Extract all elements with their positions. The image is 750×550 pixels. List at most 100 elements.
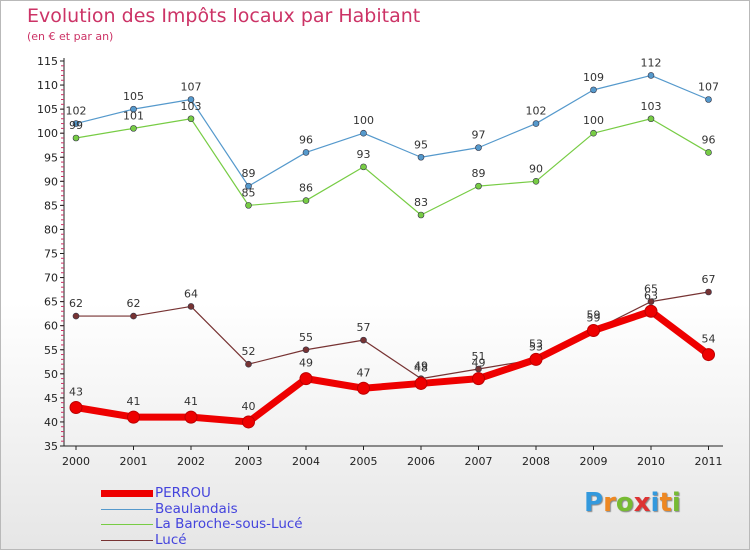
logo-letter: x	[633, 488, 651, 518]
data-label: 93	[357, 148, 371, 161]
data-point	[590, 129, 597, 137]
data-label: 89	[242, 167, 256, 180]
y-axis-ticks: 35 40 45 50 55 60 65 70 75 80 85 90 95 100 105 110 115	[37, 55, 64, 453]
series-line	[75, 118, 710, 216]
data-label: 41	[184, 395, 198, 408]
data-label: 102	[66, 105, 87, 118]
y-tick-label: 65	[44, 296, 58, 309]
y-tick-label: 40	[44, 416, 58, 429]
data-label: 96	[702, 133, 716, 146]
y-tick-label: 115	[37, 55, 58, 68]
data-label: 85	[242, 186, 256, 199]
data-point	[475, 144, 482, 151]
data-point	[72, 312, 80, 320]
data-label: 53	[529, 340, 543, 353]
data-point	[532, 178, 540, 185]
data-point	[187, 115, 195, 123]
data-label: 95	[414, 138, 428, 151]
data-label: 62	[69, 297, 83, 310]
data-label: 89	[472, 167, 486, 180]
y-tick-label: 105	[37, 103, 58, 116]
data-point	[245, 182, 252, 190]
data-label: 57	[357, 321, 371, 334]
data-point	[299, 372, 313, 386]
data-label: 41	[127, 395, 141, 408]
x-tick-label: 2008	[522, 455, 550, 468]
legend-swatch	[101, 508, 153, 510]
data-label: 100	[353, 114, 374, 127]
data-label: 103	[641, 100, 662, 113]
data-point	[130, 312, 137, 320]
data-label: 99	[69, 119, 83, 132]
x-tick-label: 2005	[350, 455, 378, 468]
data-label: 53	[529, 337, 543, 350]
series-la-baroche-sous-luc-	[72, 115, 712, 219]
data-point	[475, 182, 482, 190]
y-tick-label: 100	[37, 127, 58, 140]
chart-title: Evolution des Impôts locaux par Habitant	[27, 5, 421, 27]
data-label: 67	[702, 273, 716, 286]
data-label: 101	[123, 109, 144, 122]
y-tick-label: 90	[44, 175, 58, 188]
proxiti-logo: Proxiti	[584, 488, 681, 518]
data-point	[69, 401, 83, 414]
logo-letter: r	[603, 488, 616, 518]
y-tick-label: 80	[44, 223, 58, 236]
x-axis-ticks: 2000 2001 2002 2003 2004 2005 2006 2007 2008 2009…	[62, 446, 723, 468]
data-point	[357, 381, 370, 395]
data-label: 51	[472, 350, 486, 363]
data-label: 109	[583, 71, 604, 84]
data-label: 103	[181, 100, 202, 113]
chart-axes	[61, 58, 723, 447]
data-point	[475, 365, 482, 373]
legend-label: Lucé	[155, 531, 187, 548]
series-perrou	[69, 304, 715, 429]
data-point	[702, 348, 715, 362]
logo-letter: i	[671, 488, 681, 518]
legend-label: La Baroche-sous-Lucé	[155, 516, 303, 532]
data-point	[302, 149, 310, 156]
x-tick-label: 2010	[637, 455, 665, 468]
data-point	[360, 163, 367, 171]
data-point	[705, 149, 712, 156]
series-line	[75, 291, 710, 380]
y-tick-label: 35	[44, 440, 58, 453]
y-tick-label: 75	[44, 248, 58, 261]
data-point	[705, 96, 712, 103]
data-point	[242, 415, 255, 429]
series-luc-	[72, 288, 712, 382]
series-beaulandais	[72, 72, 712, 190]
data-label: 40	[242, 400, 256, 413]
data-label: 107	[181, 81, 202, 94]
data-point	[130, 125, 137, 132]
data-point	[187, 303, 195, 310]
data-point	[644, 304, 658, 318]
data-point	[302, 346, 310, 354]
data-label: 48	[414, 361, 428, 374]
chart-series	[69, 72, 715, 429]
data-label: 107	[698, 81, 719, 94]
x-tick-label: 2007	[465, 455, 493, 468]
legend-label: PERROU	[155, 485, 211, 501]
y-tick-label: 50	[44, 368, 58, 381]
data-label: 102	[526, 105, 547, 118]
data-label: 49	[299, 357, 313, 370]
data-point	[647, 298, 655, 305]
chart-subtitle: (en € et par an)	[27, 30, 114, 43]
data-label: 47	[357, 366, 371, 379]
legend-swatch	[101, 539, 153, 541]
series-line	[72, 307, 712, 426]
x-tick-label: 2003	[235, 455, 263, 468]
data-label: 96	[299, 133, 313, 146]
x-tick-label: 2009	[580, 455, 608, 468]
y-tick-label: 95	[44, 151, 58, 164]
data-point	[184, 410, 198, 424]
x-tick-label: 2011	[695, 455, 723, 468]
data-label: 49	[472, 357, 486, 370]
y-tick-label: 70	[44, 272, 58, 285]
x-tick-label: 2001	[120, 455, 148, 468]
data-point	[127, 410, 140, 424]
